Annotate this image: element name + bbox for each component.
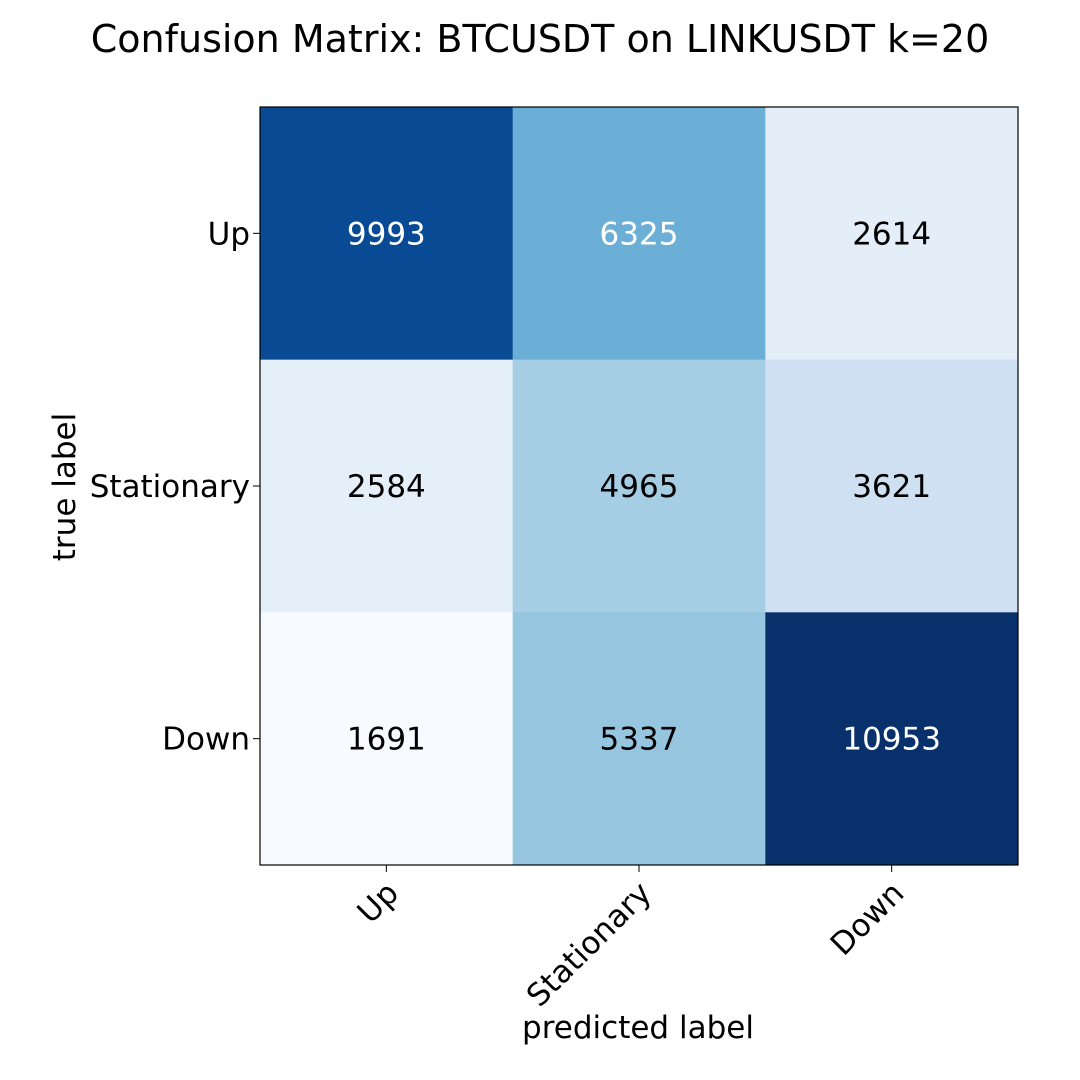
x-axis-label: predicted label: [522, 1010, 754, 1046]
y-axis-ticks: Up Stationary Down: [90, 216, 260, 758]
x-tick-label: Up: [351, 875, 406, 930]
x-tick-label: Down: [824, 875, 912, 963]
y-axis-label: true label: [47, 413, 83, 561]
cell-value-label: 3621: [852, 469, 931, 505]
cell-value-label: 1691: [347, 722, 426, 758]
cell-value-label: 5337: [600, 722, 679, 758]
x-tick-label: Stationary: [520, 875, 659, 1014]
heatmap-cell: [260, 107, 514, 361]
heatmap-cells: [260, 107, 1019, 866]
heatmap-cell: [260, 359, 514, 613]
heatmap-cell: [512, 359, 766, 613]
heatmap-cell-labels: 9993 6325 2614 2584 4965 3621 1691 5337 10953: [347, 216, 941, 757]
heatmap-cell: [512, 612, 766, 866]
heatmap-cell: [260, 612, 514, 866]
heatmap-cell: [512, 107, 766, 361]
cell-value-label: 4965: [600, 469, 679, 505]
cell-value-label: 9993: [347, 216, 426, 252]
x-axis-ticks: Up Stationary Down: [351, 865, 912, 1014]
heatmap-cell: [765, 107, 1019, 361]
cell-value-label: 2584: [347, 469, 426, 505]
cell-value-label: 2614: [852, 216, 931, 252]
y-tick-label: Down: [162, 722, 250, 758]
y-tick-label: Stationary: [90, 469, 250, 505]
heatmap-cell: [765, 612, 1019, 866]
y-tick-label: Up: [208, 216, 250, 252]
cell-value-label: 10953: [842, 722, 941, 758]
cell-value-label: 6325: [600, 216, 679, 252]
chart-title: Confusion Matrix: BTCUSDT on LINKUSDT k=…: [91, 17, 990, 61]
heatmap-cell: [765, 359, 1019, 613]
